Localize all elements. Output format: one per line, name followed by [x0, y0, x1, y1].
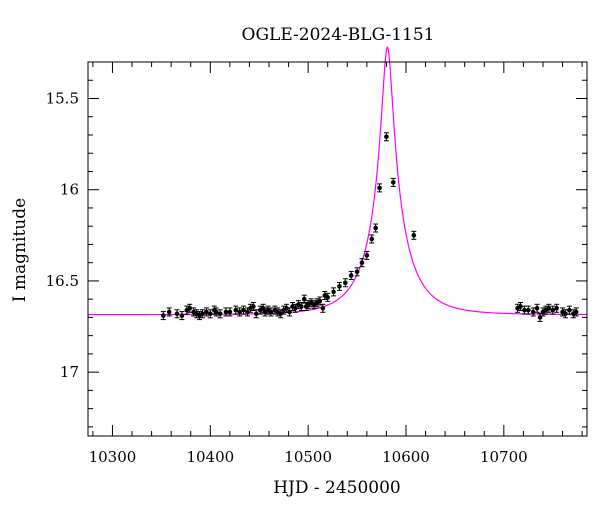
data-point	[534, 303, 540, 313]
data-point	[311, 300, 317, 310]
data-point	[187, 303, 193, 313]
data-point	[241, 305, 247, 315]
y-tick-label: 16.5	[46, 272, 79, 290]
data-point	[166, 307, 172, 317]
data-point	[284, 303, 290, 313]
model-curve-layer	[88, 46, 587, 316]
data-point	[354, 267, 360, 277]
data-point	[278, 309, 284, 319]
data-point	[554, 303, 560, 313]
data-point	[521, 305, 527, 315]
x-tick-label: 10500	[284, 448, 332, 466]
data-point	[160, 311, 166, 321]
data-point	[369, 234, 375, 244]
data-point	[227, 307, 233, 317]
data-point	[411, 230, 417, 240]
y-tick-label: 16	[60, 181, 79, 199]
x-tick-label: 10600	[382, 448, 430, 466]
data-point	[373, 223, 379, 233]
data-point	[560, 307, 566, 317]
y-tick-label: 17	[60, 363, 79, 381]
plot-frame	[87, 61, 588, 437]
data-point	[550, 305, 556, 315]
model-curve	[88, 46, 587, 316]
data-point	[517, 301, 523, 311]
data-point	[244, 307, 250, 317]
data-point	[265, 305, 271, 315]
data-point	[268, 307, 274, 317]
axis-ticks	[88, 62, 587, 436]
data-point	[525, 305, 531, 315]
y-tick-label: 15.5	[46, 89, 79, 107]
data-point	[317, 296, 323, 306]
data-point	[174, 309, 180, 319]
data-points	[160, 132, 579, 322]
data-point	[342, 278, 348, 288]
data-point	[213, 307, 219, 317]
data-point	[390, 177, 396, 187]
data-point	[237, 307, 243, 317]
x-tick-label: 10400	[186, 448, 234, 466]
data-point	[359, 258, 365, 268]
data-point	[546, 303, 552, 313]
axis-tick-labels: 10300 10400 10500 10600 10700 15.5 16 16.5 17	[46, 89, 528, 466]
data-point	[217, 309, 223, 319]
data-point	[562, 309, 568, 319]
data-point	[199, 309, 205, 319]
data-point	[331, 287, 337, 297]
data-point	[253, 309, 259, 319]
data-point	[325, 292, 331, 302]
data-point	[320, 303, 326, 313]
y-axis-label: I magnitude	[10, 198, 30, 302]
chart-title: OGLE-2024-BLG-1151	[242, 25, 435, 45]
data-point	[383, 132, 389, 142]
data-point	[233, 305, 239, 315]
data-point	[573, 307, 579, 317]
data-point	[336, 281, 342, 291]
data-point	[298, 301, 304, 311]
data-point	[570, 309, 576, 319]
data-point	[247, 303, 253, 313]
data-point	[179, 311, 185, 321]
data-point	[530, 307, 536, 317]
data-point	[348, 270, 354, 280]
x-tick-label: 10700	[480, 448, 528, 466]
x-tick-label: 10300	[89, 448, 137, 466]
data-point	[250, 301, 256, 311]
data-point	[203, 307, 209, 317]
data-point	[364, 250, 370, 260]
x-axis-label: HJD - 2450000	[273, 478, 401, 498]
data-point	[377, 183, 383, 193]
